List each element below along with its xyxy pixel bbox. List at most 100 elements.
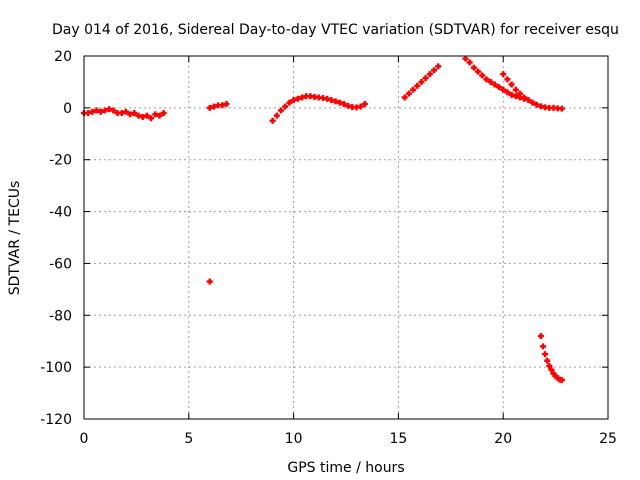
data-point (278, 107, 285, 114)
data-point (135, 112, 142, 119)
data-point (294, 95, 301, 102)
data-point (143, 112, 150, 119)
data-point (410, 86, 417, 93)
x-tick-label: 5 (184, 431, 193, 447)
data-point (328, 97, 335, 104)
data-point (516, 90, 523, 97)
x-tick-label: 0 (80, 431, 89, 447)
y-tick-label: -60 (49, 256, 72, 272)
data-point (361, 100, 368, 107)
data-point (93, 107, 100, 114)
data-point (131, 110, 138, 117)
data-point (426, 71, 433, 78)
data-point (508, 81, 515, 88)
data-point (345, 102, 352, 109)
x-tick-label: 15 (389, 431, 407, 447)
y-tick-label: -100 (40, 360, 72, 376)
data-points (81, 55, 565, 384)
y-tick-label: 0 (63, 101, 72, 117)
data-point (435, 63, 442, 70)
data-point (152, 111, 159, 118)
data-point (462, 55, 469, 62)
data-point (521, 94, 528, 101)
data-point (282, 103, 289, 110)
x-tick-label: 20 (494, 431, 512, 447)
chart-title: Day 014 of 2016, Sidereal Day-to-day VTE… (52, 22, 619, 38)
data-point (357, 103, 364, 110)
data-point (127, 111, 134, 118)
data-point (298, 94, 305, 101)
plot-frame (83, 55, 609, 420)
y-tick-label: -20 (49, 153, 72, 169)
data-point (106, 106, 113, 113)
data-point (475, 68, 482, 75)
x-tick-label: 10 (285, 431, 303, 447)
data-point (290, 97, 297, 104)
data-point (414, 82, 421, 89)
data-point (85, 110, 92, 117)
data-point (500, 71, 507, 78)
data-point (491, 81, 498, 88)
data-point (324, 95, 331, 102)
data-point (156, 112, 163, 119)
data-point (512, 93, 519, 100)
data-point (558, 105, 565, 112)
data-point (110, 107, 117, 114)
data-point (269, 117, 276, 124)
data-point (89, 108, 96, 115)
axis-ticks: 0 5 10 15 20 25 -120 -100 -80 -60 -40 -20 0 20 (40, 49, 617, 447)
x-axis-label: GPS time / hours (287, 460, 404, 476)
data-point (160, 110, 167, 117)
data-point (148, 115, 155, 122)
data-point (508, 91, 515, 98)
y-tick-label: -80 (49, 308, 72, 324)
data-point (206, 278, 213, 285)
data-point (336, 99, 343, 106)
data-point (512, 86, 519, 93)
data-point (504, 76, 511, 83)
data-point (422, 75, 429, 82)
data-point (273, 112, 280, 119)
data-point (504, 89, 511, 96)
data-point (122, 108, 129, 115)
data-point (340, 100, 347, 107)
data-point (496, 84, 503, 91)
data-point (223, 100, 230, 107)
grid-lines (84, 56, 608, 419)
data-point (558, 377, 565, 384)
data-point (500, 86, 507, 93)
data-point (542, 351, 549, 358)
data-point (537, 333, 544, 340)
data-point (206, 104, 213, 111)
y-tick-label: -40 (49, 205, 72, 221)
data-point (210, 103, 217, 110)
data-point (118, 110, 125, 117)
data-point (332, 98, 339, 105)
y-axis-label: SDTVAR / TECUs (7, 181, 23, 296)
data-point (479, 72, 486, 79)
data-point (548, 366, 555, 373)
data-point (405, 90, 412, 97)
y-tick-label: 20 (54, 49, 72, 65)
data-point (431, 67, 438, 74)
data-point (470, 64, 477, 71)
data-point (101, 107, 108, 114)
data-point (540, 343, 547, 350)
data-point (466, 59, 473, 66)
data-point (525, 97, 532, 104)
data-point (483, 76, 490, 83)
y-tick-label: -120 (40, 412, 72, 428)
data-point (286, 99, 293, 106)
data-point (418, 78, 425, 85)
data-point (529, 99, 536, 106)
data-point (533, 101, 540, 108)
x-tick-label: 25 (599, 431, 617, 447)
data-point (544, 357, 551, 364)
data-point (139, 113, 146, 120)
data-point (546, 362, 553, 369)
data-point (97, 108, 104, 115)
data-point (401, 94, 408, 101)
data-point (487, 78, 494, 85)
data-point (219, 102, 226, 109)
